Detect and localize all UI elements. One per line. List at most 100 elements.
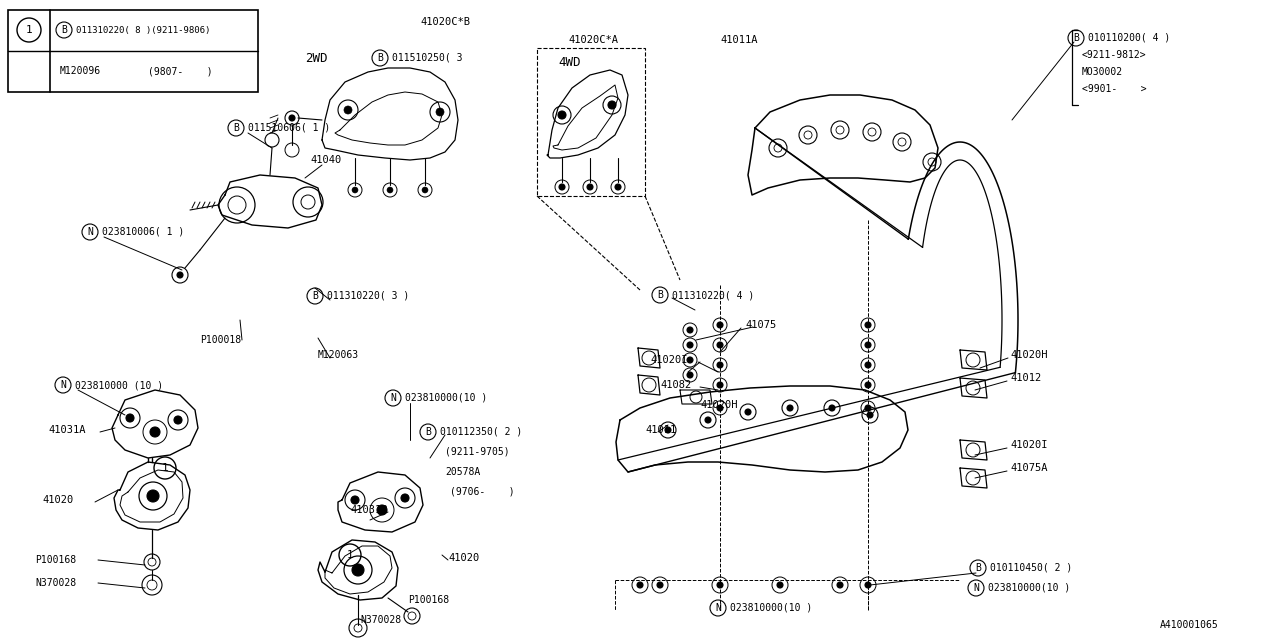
Text: B: B (657, 290, 663, 300)
Text: 41040: 41040 (310, 155, 342, 165)
Text: 41012: 41012 (1010, 373, 1041, 383)
Circle shape (865, 382, 870, 388)
Circle shape (401, 494, 410, 502)
Circle shape (865, 342, 870, 348)
Text: B: B (378, 53, 383, 63)
Text: 4WD: 4WD (558, 56, 581, 68)
Circle shape (687, 342, 692, 348)
Text: 41031B: 41031B (349, 505, 388, 515)
Circle shape (387, 187, 393, 193)
Circle shape (717, 342, 723, 348)
Text: 41075A: 41075A (1010, 463, 1047, 473)
Circle shape (344, 106, 352, 114)
Text: 010112350( 2 ): 010112350( 2 ) (440, 427, 522, 437)
Text: N: N (87, 227, 93, 237)
Text: 41011: 41011 (645, 425, 676, 435)
Circle shape (865, 362, 870, 368)
Text: 41020C*B: 41020C*B (420, 17, 470, 27)
Text: N: N (60, 380, 67, 390)
Circle shape (717, 322, 723, 328)
Circle shape (558, 111, 566, 119)
Circle shape (717, 582, 723, 588)
Circle shape (125, 414, 134, 422)
Text: N370028: N370028 (360, 615, 401, 625)
Text: 023810006( 1 ): 023810006( 1 ) (102, 227, 184, 237)
Text: (9807-    ): (9807- ) (148, 66, 212, 76)
Text: 011310220( 8 )(9211-9806): 011310220( 8 )(9211-9806) (76, 26, 210, 35)
Circle shape (147, 490, 159, 502)
Text: 41020C*A: 41020C*A (568, 35, 618, 45)
Text: N: N (716, 603, 721, 613)
Circle shape (687, 327, 692, 333)
Text: 011310220( 4 ): 011310220( 4 ) (672, 290, 754, 300)
Text: 011510250( 3: 011510250( 3 (392, 53, 462, 63)
Text: (9706-    ): (9706- ) (451, 487, 515, 497)
Text: 010110200( 4 ): 010110200( 4 ) (1088, 33, 1170, 43)
Circle shape (637, 582, 643, 588)
Circle shape (351, 496, 358, 504)
Text: 41020H: 41020H (1010, 350, 1047, 360)
Circle shape (687, 357, 692, 363)
Circle shape (717, 362, 723, 368)
Text: M120063: M120063 (317, 350, 360, 360)
Text: 41075: 41075 (745, 320, 776, 330)
Circle shape (352, 564, 364, 576)
Circle shape (865, 405, 870, 411)
Circle shape (787, 405, 794, 411)
Text: 010110450( 2 ): 010110450( 2 ) (989, 563, 1073, 573)
Circle shape (608, 101, 616, 109)
Text: 011310220( 3 ): 011310220( 3 ) (326, 291, 410, 301)
Text: 023810000(10 ): 023810000(10 ) (988, 583, 1070, 593)
Text: B: B (425, 427, 431, 437)
Text: 41011A: 41011A (719, 35, 758, 45)
Text: 41020: 41020 (448, 553, 479, 563)
Circle shape (150, 427, 160, 437)
Text: 41020: 41020 (42, 495, 73, 505)
Text: B: B (233, 123, 239, 133)
Circle shape (865, 322, 870, 328)
Text: 023810000 (10 ): 023810000 (10 ) (76, 380, 163, 390)
Text: 41031A: 41031A (49, 425, 86, 435)
Circle shape (865, 582, 870, 588)
Text: N370028: N370028 (35, 578, 76, 588)
Circle shape (717, 405, 723, 411)
Circle shape (705, 417, 710, 423)
Circle shape (717, 382, 723, 388)
Text: <9211-9812>: <9211-9812> (1082, 50, 1147, 60)
Text: 20578A: 20578A (445, 467, 480, 477)
Circle shape (657, 582, 663, 588)
Text: P100018: P100018 (200, 335, 241, 345)
Bar (8, 10, 259, 92)
Circle shape (777, 582, 783, 588)
Text: 1: 1 (161, 463, 169, 473)
Text: 41020I: 41020I (1010, 440, 1047, 450)
Text: A410001065: A410001065 (1160, 620, 1219, 630)
Text: P100168: P100168 (35, 555, 76, 565)
Text: 41020I: 41020I (650, 355, 687, 365)
Text: P100168: P100168 (408, 595, 449, 605)
Text: N: N (973, 583, 979, 593)
Text: 011510606( 1 ): 011510606( 1 ) (248, 123, 330, 133)
Circle shape (559, 184, 564, 190)
Circle shape (588, 184, 593, 190)
Text: 023810000(10 ): 023810000(10 ) (404, 393, 488, 403)
Circle shape (436, 108, 444, 116)
Text: 023810000(10 ): 023810000(10 ) (730, 603, 813, 613)
Circle shape (289, 115, 294, 121)
Circle shape (614, 184, 621, 190)
Text: 2WD: 2WD (305, 51, 328, 65)
Circle shape (177, 272, 183, 278)
Circle shape (352, 187, 358, 193)
Text: <9901-    >: <9901- > (1082, 84, 1147, 94)
Text: B: B (312, 291, 317, 301)
Text: N: N (390, 393, 396, 403)
Text: (9211-9705): (9211-9705) (445, 447, 509, 457)
Circle shape (378, 505, 387, 515)
Text: MO30002: MO30002 (1082, 67, 1123, 77)
Circle shape (867, 412, 873, 418)
Circle shape (174, 416, 182, 424)
Circle shape (829, 405, 835, 411)
Circle shape (745, 409, 751, 415)
Text: M120096: M120096 (60, 66, 101, 76)
Circle shape (666, 427, 671, 433)
